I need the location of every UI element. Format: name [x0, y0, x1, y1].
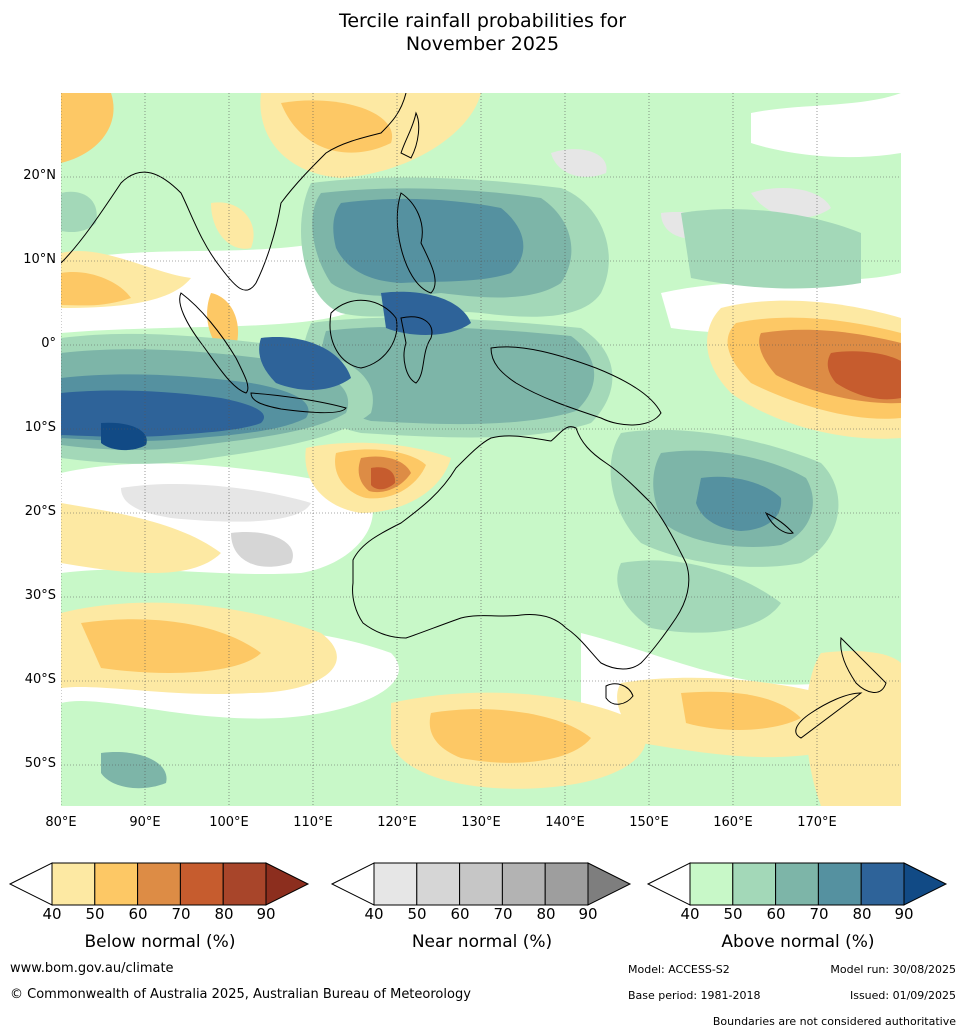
above-normal-swatch-1: [689, 862, 734, 906]
near-tick-60: 60: [450, 905, 470, 923]
near-tick-90: 90: [578, 905, 598, 923]
boundaries-disclaimer: Boundaries are not considered authoritat…: [712, 1015, 956, 1028]
above-tick-50: 50: [723, 905, 743, 923]
below-normal-colorbar: [8, 862, 310, 906]
below-tick-90: 90: [256, 905, 276, 923]
near-normal-swatch-1: [373, 862, 418, 906]
borneo-coast: [329, 299, 398, 369]
above-normal-zones: [61, 177, 861, 789]
new-guinea-coast: [490, 346, 662, 426]
lon-label-80e: 80°E: [45, 815, 77, 830]
gridlines: [61, 93, 901, 806]
near-normal-extend-low: [330, 862, 375, 906]
near-normal-swatch-4: [501, 862, 546, 906]
lon-label-100e: 100°E: [209, 815, 249, 830]
sulawesi-coast: [400, 316, 433, 384]
below-tick-40: 40: [42, 905, 62, 923]
lon-label-130e: 130°E: [461, 815, 501, 830]
tasmania-coast: [605, 683, 634, 705]
copyright-text: © Commonwealth of Australia 2025, Austra…: [10, 987, 471, 1002]
above-normal-extend-low: [646, 862, 691, 906]
near-normal-legend: [330, 862, 632, 906]
above-normal-swatch-5: [860, 862, 905, 906]
near-normal-extend-high: [587, 862, 632, 906]
below-normal-swatch-1: [51, 862, 96, 906]
above-tick-90: 90: [894, 905, 914, 923]
lon-label-110e: 110°E: [293, 815, 333, 830]
sumatra-coast: [179, 292, 249, 394]
lon-label-170e: 170°E: [797, 815, 837, 830]
japan-coast: [400, 111, 420, 159]
below-normal-extend-high: [265, 862, 310, 906]
below-tick-70: 70: [171, 905, 191, 923]
lat-label-30s: 30°S: [24, 588, 56, 603]
above-normal-swatch-4: [817, 862, 862, 906]
below-normal-zones: [61, 93, 901, 806]
base-period-text: Base period: 1981-2018: [628, 989, 761, 1002]
lat-label-10n: 10°N: [23, 252, 56, 267]
below-tick-60: 60: [128, 905, 148, 923]
model-run-text: Model run: 30/08/2025: [830, 963, 956, 976]
model-text: Model: ACCESS-S2: [628, 963, 730, 976]
lat-label-40s: 40°S: [24, 672, 56, 687]
above-tick-60: 60: [766, 905, 786, 923]
near-tick-70: 70: [493, 905, 513, 923]
lon-label-90e: 90°E: [129, 815, 161, 830]
below-normal-swatch-3: [137, 862, 181, 906]
below-tick-80: 80: [214, 905, 234, 923]
lon-label-140e: 140°E: [545, 815, 585, 830]
near-normal-swatch-3: [459, 862, 503, 906]
near-tick-80: 80: [536, 905, 556, 923]
new-caledonia-coast: [764, 511, 794, 534]
below-normal-swatch-4: [179, 862, 224, 906]
above-tick-70: 70: [809, 905, 829, 923]
lat-label-20n: 20°N: [23, 168, 56, 183]
probability-map: [61, 93, 901, 806]
website-link[interactable]: www.bom.gov.au/climate: [10, 961, 174, 976]
australia-coast: [352, 426, 690, 670]
near-normal-swatch-2: [416, 862, 461, 906]
below-tick-50: 50: [85, 905, 105, 923]
above-tick-40: 40: [680, 905, 700, 923]
java-coast: [250, 392, 347, 414]
lon-label-120e: 120°E: [377, 815, 417, 830]
above-normal-colorbar: [646, 862, 948, 906]
near-tick-40: 40: [364, 905, 384, 923]
lat-label-50s: 50°S: [24, 756, 56, 771]
above-normal-legend: [646, 862, 948, 906]
near-normal-colorbar: [330, 862, 632, 906]
below-normal-title: Below normal (%): [84, 932, 236, 952]
lon-label-160e: 160°E: [713, 815, 753, 830]
map-title: Tercile rainfall probabilities for Novem…: [0, 10, 965, 56]
below-normal-swatch-2: [94, 862, 139, 906]
title-line-2: November 2025: [405, 33, 560, 55]
above-normal-extend-high: [903, 862, 948, 906]
near-normal-title: Near normal (%): [411, 932, 553, 952]
above-normal-title: Above normal (%): [721, 932, 875, 952]
lon-label-150e: 150°E: [629, 815, 669, 830]
lat-label-10s: 10°S: [24, 420, 56, 435]
above-tick-80: 80: [852, 905, 872, 923]
above-normal-swatch-3: [775, 862, 819, 906]
below-normal-legend: [8, 862, 310, 906]
philippines-coast: [396, 192, 436, 294]
lat-label-0: 0°: [41, 336, 56, 351]
near-normal-swatch-5: [544, 862, 589, 906]
lat-label-20s: 20°S: [24, 504, 56, 519]
coastlines: [61, 93, 887, 739]
below-normal-swatch-5: [222, 862, 267, 906]
asia-coast: [61, 93, 407, 291]
above-normal-swatch-2: [732, 862, 777, 906]
title-line-1: Tercile rainfall probabilities for: [338, 10, 627, 32]
new-zealand-coast: [795, 636, 887, 739]
below-normal-extend-low: [8, 862, 53, 906]
issued-text: Issued: 01/09/2025: [849, 989, 956, 1002]
near-tick-50: 50: [407, 905, 427, 923]
map-area: [61, 93, 901, 806]
